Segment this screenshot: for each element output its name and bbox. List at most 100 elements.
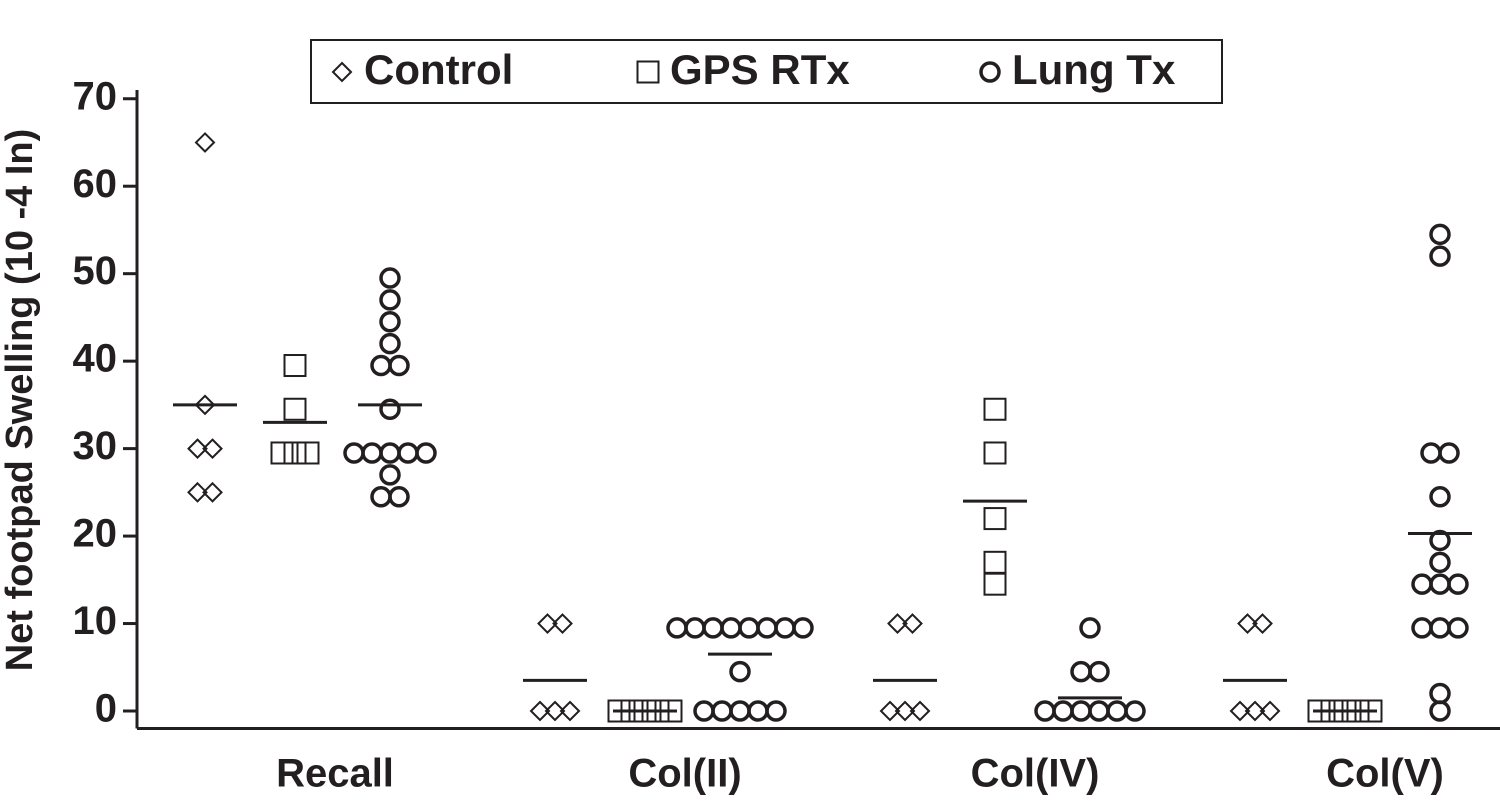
x-tick-label: Col(V): [1326, 752, 1444, 796]
data-point: [1088, 700, 1110, 722]
data-point: [1411, 573, 1433, 595]
data-point: [983, 572, 1007, 596]
data-point: [283, 354, 307, 378]
data-point: [1052, 700, 1074, 722]
data-point: [765, 700, 787, 722]
y-tick-label: 20: [73, 512, 118, 556]
data-point: [415, 442, 437, 464]
data-point: [983, 507, 1007, 531]
data-point: [693, 700, 715, 722]
data-point: [1429, 573, 1451, 595]
data-point: [187, 481, 208, 503]
data-point: [887, 613, 908, 634]
data-point: [370, 485, 392, 508]
legend-marker: [979, 61, 1001, 83]
data-point: [902, 613, 923, 634]
data-point: [1237, 613, 1258, 634]
data-point: [529, 700, 551, 722]
data-point: [1429, 617, 1451, 639]
data-point: [388, 485, 410, 508]
data-point: [1106, 700, 1128, 722]
data-point: [702, 617, 724, 639]
data-point: [544, 700, 566, 722]
data-point: [343, 442, 365, 464]
x-tick-label: Recall: [276, 752, 394, 796]
data-point: [1252, 613, 1273, 634]
legend-label: Lung Tx: [1012, 46, 1176, 93]
data-point: [720, 617, 742, 639]
data-point: [194, 132, 216, 153]
data-point: [983, 550, 1007, 574]
y-tick-label: 60: [73, 162, 118, 206]
data-point: [1429, 245, 1451, 267]
data-point: [1429, 551, 1451, 574]
data-point: [379, 311, 401, 333]
data-point: [729, 700, 751, 722]
data-point: [388, 354, 410, 377]
data-point: [1124, 700, 1146, 722]
data-point: [983, 397, 1007, 421]
data-point: [747, 700, 769, 722]
data-point: [711, 700, 733, 722]
data-point: [774, 617, 796, 639]
data-point: [379, 289, 401, 311]
data-point: [1429, 700, 1451, 722]
y-tick-label: 0: [95, 687, 117, 731]
data-point: [1429, 529, 1451, 552]
y-tick-label: 30: [73, 424, 118, 468]
data-point: [1088, 660, 1110, 683]
y-axis-label: Net footpad Swelling (10 -4 In): [0, 129, 41, 672]
data-point: [1438, 442, 1460, 464]
data-point: [756, 617, 778, 639]
data-point: [296, 441, 320, 465]
data-point: [1229, 700, 1251, 722]
data-point: [202, 438, 223, 460]
x-tick-label: Col(IV): [971, 752, 1100, 796]
data-point: [270, 441, 294, 465]
data-point: [1244, 700, 1266, 722]
legend-marker: [636, 60, 660, 84]
data-point: [879, 700, 901, 722]
data-point: [552, 613, 573, 634]
data-point: [729, 660, 751, 683]
data-point: [1447, 617, 1469, 639]
data-point: [1070, 660, 1092, 683]
data-point: [1447, 573, 1469, 595]
data-point: [1079, 617, 1101, 639]
data-point: [370, 354, 392, 377]
legend-marker: [331, 61, 353, 83]
data-point: [379, 464, 401, 486]
y-tick-label: 70: [73, 74, 118, 118]
data-point: [202, 481, 223, 503]
legend-label: Control: [364, 46, 513, 93]
data-point: [894, 700, 916, 722]
data-point: [1429, 485, 1451, 508]
data-point: [194, 394, 216, 416]
data-point: [666, 617, 688, 639]
legend-label: GPS RTx: [670, 46, 850, 93]
x-tick-label: Col(II): [628, 752, 741, 796]
data-point: [379, 442, 401, 464]
data-point: [1034, 700, 1056, 722]
data-point: [361, 442, 383, 464]
data-point: [379, 267, 401, 289]
data-point: [379, 332, 401, 355]
data-point: [738, 617, 760, 639]
data-point: [792, 617, 814, 639]
y-tick-label: 40: [73, 337, 118, 381]
data-point: [909, 700, 931, 722]
data-point: [537, 613, 558, 634]
y-tick-label: 10: [73, 599, 118, 643]
data-point: [379, 398, 401, 420]
data-point: [1420, 442, 1442, 464]
data-point: [983, 441, 1007, 465]
y-tick-label: 50: [73, 249, 118, 293]
data-point: [283, 441, 307, 465]
legend-box: [310, 39, 1223, 104]
data-point: [559, 700, 581, 722]
data-point: [1429, 682, 1451, 705]
data-point: [1070, 700, 1092, 722]
data-point: [187, 438, 208, 460]
data-point: [684, 617, 706, 639]
